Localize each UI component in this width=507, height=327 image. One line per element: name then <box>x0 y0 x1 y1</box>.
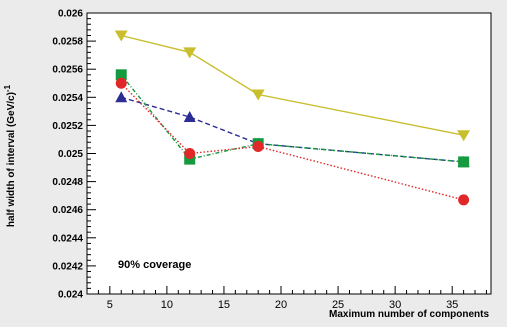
series-line <box>121 96 464 163</box>
data-point <box>114 30 128 42</box>
y-tick-label: 0.0244 <box>52 233 83 244</box>
y-tick-label: 0.024 <box>58 290 83 301</box>
series-line <box>120 74 464 163</box>
x-tick-label: 35 <box>446 299 458 311</box>
series-line <box>120 82 464 201</box>
x-tick-label: 15 <box>218 299 230 311</box>
y-tick-label: 0.0258 <box>52 37 83 48</box>
y-tick-label: 0.025 <box>58 149 83 160</box>
y-axis-label-main: half width of interval (GeV/c) <box>6 92 17 227</box>
series-4 <box>115 77 470 206</box>
y-axis-label-superscript: -1 <box>3 84 12 92</box>
data-point <box>183 110 196 122</box>
x-axis-label: Maximum number of components <box>329 309 489 320</box>
data-point <box>184 148 196 159</box>
data-point <box>115 91 128 103</box>
y-axis-label-group: half width of interval (GeV/c)-1 <box>3 84 17 227</box>
x-tick-label: 5 <box>107 299 113 311</box>
data-point <box>184 153 196 165</box>
y-tick-label: 0.0256 <box>52 65 83 76</box>
data-point <box>252 140 264 152</box>
plot-area <box>86 12 492 295</box>
data-point <box>115 77 127 89</box>
data-point <box>115 69 127 81</box>
x-tick-label: 30 <box>389 299 401 311</box>
data-point <box>183 47 197 59</box>
annotation-text: 90% coverage <box>118 259 191 271</box>
y-tick-label: 0.0254 <box>52 93 83 104</box>
x-tick-label: 10 <box>161 299 173 311</box>
series-line <box>121 34 464 136</box>
x-tick-label: 25 <box>332 299 344 311</box>
y-tick-label: 0.0248 <box>52 177 83 188</box>
y-tick-label: 0.0246 <box>52 205 83 216</box>
data-point <box>251 89 265 101</box>
y-tick-label: 0.0242 <box>52 261 83 272</box>
y-tick-label: 0.026 <box>58 9 83 20</box>
series-1 <box>114 30 471 142</box>
data-point <box>457 130 471 142</box>
x-tick-label: 20 <box>275 299 287 311</box>
y-tick-label: 0.0252 <box>52 121 83 132</box>
data-point <box>458 156 470 168</box>
series-layer <box>114 30 471 206</box>
y-axis-label: half width of interval (GeV/c)-1 <box>3 84 17 227</box>
data-point <box>458 194 470 206</box>
axis-ticks: 5 10 15 20 25 30 35 0.024 0.0242 0.0244 0.0246 0.02… <box>52 9 487 311</box>
